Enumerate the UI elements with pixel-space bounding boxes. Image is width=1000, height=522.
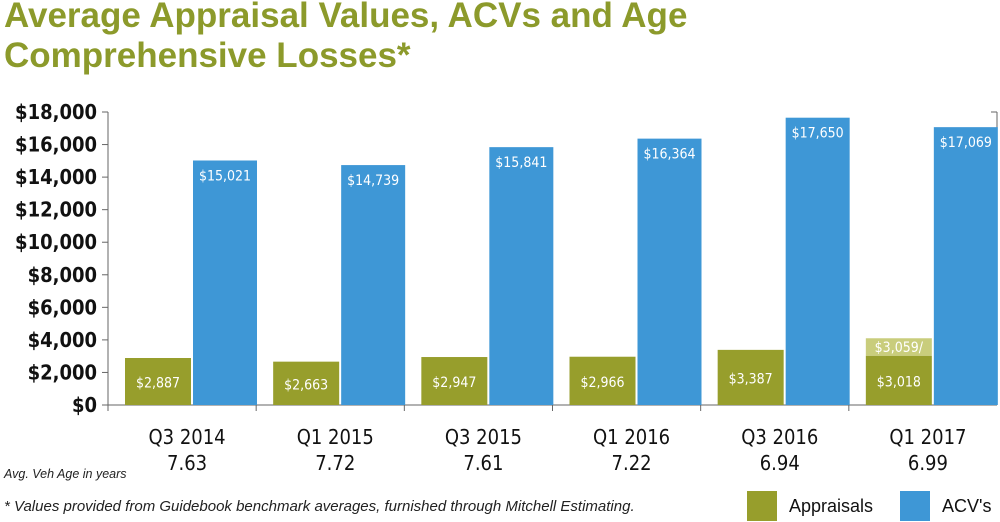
data-label-acv: $15,841 <box>495 155 547 171</box>
data-label-acv: $17,650 <box>792 126 844 142</box>
x-tick-label: Q3 2016 <box>741 425 818 449</box>
appraisal-overlay-segment <box>865 338 932 356</box>
legend-label: Appraisals <box>789 495 874 516</box>
data-label-acv: $15,021 <box>199 168 251 184</box>
footnote: * Values provided from Guidebook benchma… <box>4 498 635 515</box>
title-line-2: Comprehensive Losses* <box>4 36 411 75</box>
y-tick-label: $12,000 <box>15 198 97 222</box>
bar-acv <box>341 165 406 405</box>
age-value: 7.22 <box>612 451 652 475</box>
bar-acv <box>193 160 257 405</box>
data-label-appraisals: $3,387 <box>729 371 773 387</box>
bar-appraisals <box>421 357 488 405</box>
data-label-acv: $17,069 <box>940 135 992 151</box>
data-label-appraisals: $3,018 <box>877 374 921 390</box>
bar-acv <box>489 147 554 405</box>
annotation-label: $3,059/ <box>875 340 924 356</box>
data-label-appraisals: $2,966 <box>580 375 624 391</box>
age-value: 6.94 <box>760 451 800 475</box>
x-tick-label: Q1 2017 <box>889 425 966 449</box>
bar-appraisals <box>717 349 784 405</box>
age-value: 7.63 <box>167 451 207 475</box>
bar-acv <box>933 127 998 406</box>
bar-appraisals <box>125 358 191 405</box>
legend-label: ACV's <box>942 495 992 516</box>
legend-acv: ACV's <box>900 491 991 521</box>
bar-acv <box>785 117 850 406</box>
y-tick-label: $18,000 <box>15 100 97 124</box>
x-tick-label: Q1 2015 <box>297 425 374 449</box>
data-label-acv: $14,739 <box>347 173 399 189</box>
age-value: 7.61 <box>463 451 503 475</box>
legend-swatch-acv <box>900 491 930 521</box>
y-tick-label: $0 <box>72 393 97 417</box>
x-tick-label: Q3 2015 <box>445 425 522 449</box>
age-value: 7.72 <box>315 451 355 475</box>
data-label-appraisals: $2,663 <box>284 377 328 393</box>
y-tick-label: $14,000 <box>15 165 97 189</box>
bar-appraisals <box>273 361 340 405</box>
y-tick-label: $2,000 <box>28 360 97 384</box>
bar-appraisals <box>865 355 932 405</box>
bar-appraisals <box>569 356 636 405</box>
chart-title: Average Appraisal Values, ACVs and Age C… <box>4 0 687 76</box>
x-tick-label: Q1 2016 <box>593 425 670 449</box>
legend-swatch-appraisals <box>747 491 777 521</box>
data-label-appraisals: $2,947 <box>432 375 476 391</box>
age-axis-label: Avg. Veh Age in years <box>4 467 127 481</box>
x-tick-label: Q3 2014 <box>149 425 226 449</box>
y-tick-label: $16,000 <box>15 133 97 157</box>
y-tick-label: $6,000 <box>28 295 97 319</box>
data-label-acv: $16,364 <box>643 147 695 163</box>
data-label-appraisals: $2,887 <box>136 376 180 392</box>
y-tick-label: $10,000 <box>15 230 97 254</box>
y-tick-label: $8,000 <box>28 263 97 287</box>
legend-appraisals: Appraisals <box>747 491 873 521</box>
age-value: 6.99 <box>908 451 948 475</box>
y-tick-label: $4,000 <box>28 328 97 352</box>
title-line-1: Average Appraisal Values, ACVs and Age <box>4 0 688 35</box>
bar-acv <box>637 138 702 406</box>
